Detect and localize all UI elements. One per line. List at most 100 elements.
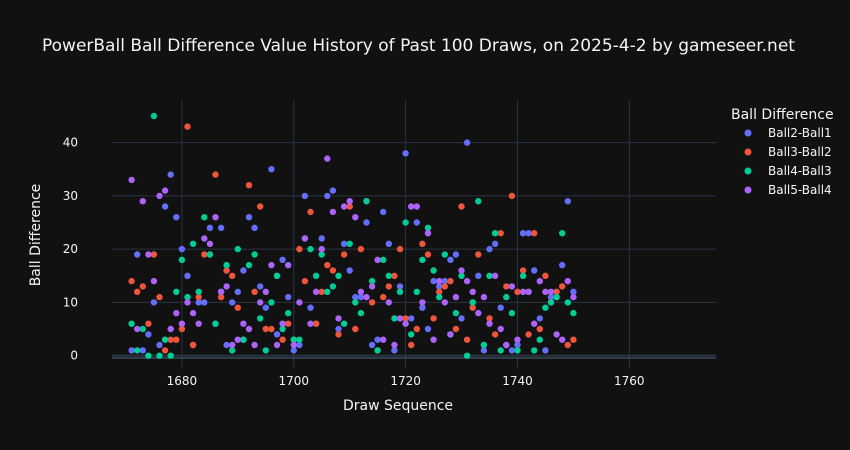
data-point	[139, 347, 146, 354]
data-point	[189, 240, 197, 247]
data-point	[296, 245, 303, 253]
data-point	[458, 315, 465, 322]
data-point	[184, 272, 191, 279]
data-point	[296, 299, 303, 306]
data-point	[161, 347, 169, 354]
data-point	[531, 267, 538, 274]
data-point	[201, 214, 208, 221]
data-point	[324, 192, 331, 200]
data-point	[357, 245, 365, 253]
data-point	[251, 251, 258, 258]
data-point	[402, 150, 409, 157]
x-tick-label: 1700	[278, 374, 309, 388]
data-point	[486, 272, 493, 279]
data-point	[458, 267, 465, 274]
legend-label: Ball3-Ball2	[768, 145, 832, 159]
data-point	[536, 325, 543, 333]
data-point	[279, 325, 286, 333]
data-point	[335, 315, 342, 322]
data-point	[408, 315, 415, 322]
x-tick-label: 1740	[502, 374, 533, 388]
data-point	[212, 320, 219, 327]
data-point	[368, 277, 376, 285]
data-point	[156, 341, 163, 349]
data-point	[508, 309, 516, 317]
data-point	[312, 288, 320, 295]
data-point	[167, 171, 174, 178]
data-point	[156, 192, 163, 200]
data-point	[268, 325, 275, 333]
data-point	[402, 315, 409, 322]
data-point	[178, 320, 186, 327]
data-point	[145, 331, 152, 338]
data-point	[128, 277, 135, 285]
data-point	[145, 352, 152, 359]
series-ball5-ball4	[128, 155, 577, 349]
data-point	[251, 341, 258, 349]
legend-item[interactable]: Ball2-Ball1	[744, 126, 832, 140]
data-point	[335, 272, 342, 279]
data-point	[184, 299, 191, 306]
data-point	[318, 251, 325, 258]
data-point	[531, 320, 538, 327]
data-point	[452, 251, 460, 258]
data-point	[547, 293, 555, 301]
data-point	[408, 203, 415, 210]
data-point	[542, 272, 549, 279]
data-point	[139, 325, 146, 333]
data-point	[234, 288, 241, 295]
data-point	[346, 267, 353, 274]
data-point	[486, 320, 493, 327]
data-point	[273, 272, 281, 279]
data-point	[497, 304, 504, 311]
data-point	[245, 182, 253, 189]
data-point	[559, 283, 566, 290]
legend-item[interactable]: Ball5-Ball4	[744, 183, 832, 197]
data-point	[514, 341, 521, 349]
data-point	[486, 245, 493, 253]
data-point	[430, 267, 437, 274]
data-point	[374, 347, 381, 354]
data-point	[318, 245, 325, 253]
data-point	[285, 261, 292, 269]
data-point	[514, 288, 521, 295]
data-point	[391, 315, 398, 322]
y-axis-ticks: 0 10 20 30 40	[63, 136, 78, 363]
data-point	[262, 347, 269, 354]
data-point	[536, 315, 543, 322]
data-point	[363, 219, 370, 226]
data-point	[173, 288, 180, 295]
chart-title: PowerBall Ball Difference Value History …	[42, 36, 795, 56]
data-point	[134, 288, 141, 295]
legend-item[interactable]: Ball4-Ball3	[744, 164, 832, 178]
data-point	[167, 325, 174, 333]
legend: Ball Difference Ball2-Ball1Ball3-Ball2Ba…	[731, 107, 834, 197]
data-point	[531, 347, 538, 354]
data-point	[536, 336, 543, 343]
data-point	[463, 352, 471, 359]
data-point	[346, 198, 353, 205]
data-point	[480, 347, 488, 354]
y-tick-label: 20	[63, 242, 78, 256]
data-point	[290, 336, 297, 343]
data-point	[307, 304, 314, 311]
data-point	[279, 336, 286, 343]
data-point	[301, 192, 309, 200]
data-point	[223, 341, 230, 349]
data-points	[128, 112, 577, 359]
data-point	[195, 320, 202, 327]
legend-item[interactable]: Ball3-Ball2	[744, 145, 832, 159]
data-point	[257, 315, 264, 322]
data-point	[285, 293, 292, 301]
data-point	[436, 288, 443, 295]
data-point	[268, 166, 275, 173]
data-point	[424, 230, 432, 237]
data-point	[134, 251, 141, 258]
data-point	[458, 272, 465, 279]
data-point	[441, 251, 448, 258]
data-point	[329, 283, 337, 290]
data-point	[525, 230, 532, 237]
data-point	[217, 293, 225, 301]
data-point	[564, 198, 571, 205]
gridlines	[112, 100, 716, 369]
